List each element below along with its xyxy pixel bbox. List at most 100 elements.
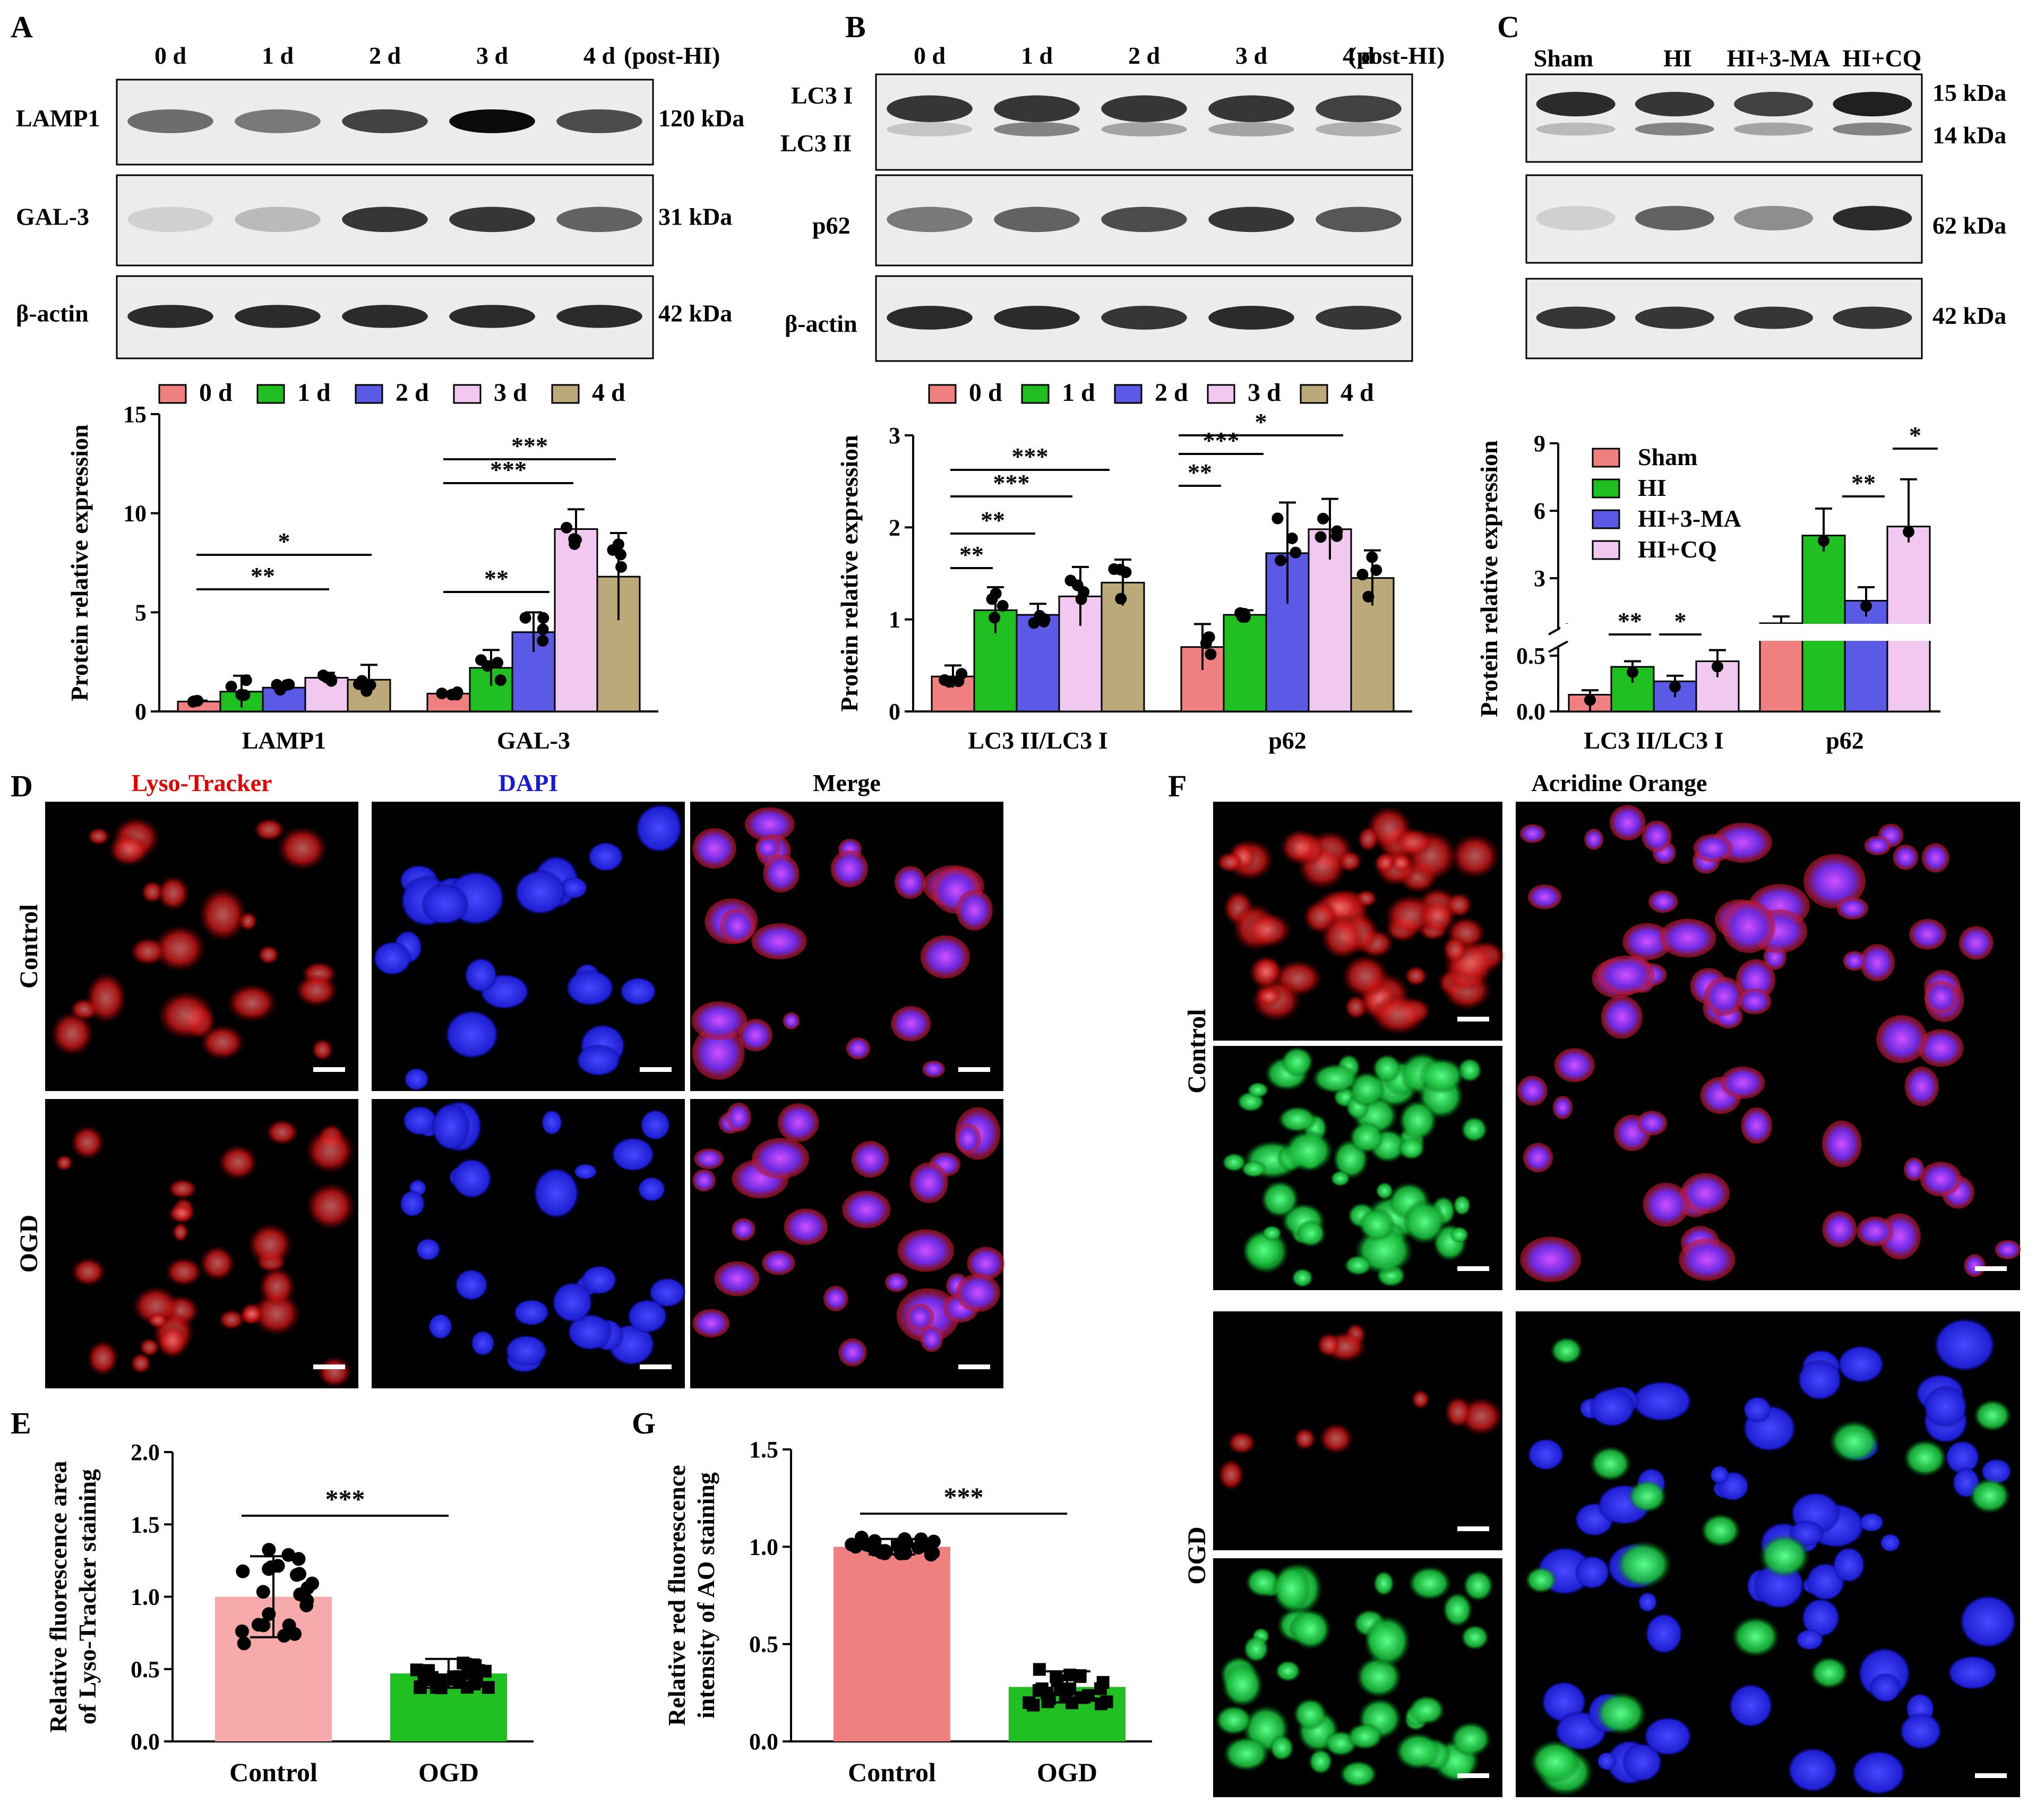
cell [1796,1629,1824,1651]
cell [906,1303,934,1331]
blot-band [887,95,973,122]
y-tick-label: 5 [135,599,147,625]
cell [1519,824,1545,843]
cell [198,887,247,942]
data-point [360,685,373,697]
scale-bar [1975,1773,2007,1778]
lane-label: 0 d [914,42,946,69]
cell [431,1103,470,1151]
cell [1525,1566,1557,1594]
cell [1408,1695,1445,1725]
cell [1243,1635,1269,1663]
data-point [1028,617,1040,629]
blot-band [1316,95,1402,122]
blot-band [1101,122,1187,136]
lane-label: 3 d [476,42,509,69]
blot-band [1208,306,1294,330]
cell [611,1137,655,1172]
legend-swatch [1592,540,1620,560]
group-label: HI+CQ [1843,45,1922,72]
cell [199,1245,236,1281]
cell [720,908,755,943]
panel-letter-B: B [845,10,866,44]
micrograph-merge [690,1099,1005,1388]
lane-label: 2 d [1128,42,1161,69]
cell [1722,900,1775,954]
bar [1844,599,1888,712]
cell [851,1140,889,1178]
lane-label: 4 d [583,42,616,69]
cell [909,1162,948,1204]
cell [1595,1692,1647,1736]
cell [762,1250,795,1275]
y-axis-label: Protein relative expression [66,424,93,701]
data-point [1818,535,1829,547]
kda-label: 42 kDa [1932,302,2006,329]
data-point [1050,1670,1063,1684]
cell [726,1102,751,1132]
blot-band [994,122,1080,136]
micrograph-blue [372,1099,686,1388]
data-point [891,1539,905,1553]
cell [1851,1750,1906,1796]
sig-label: *** [490,456,527,483]
cell [1645,1613,1683,1654]
data-point [453,1670,467,1683]
kda-label: 62 kDa [1932,212,2006,239]
cell [897,1229,954,1272]
lane-label: 1 d [262,42,294,69]
cell [399,1190,425,1217]
data-point [494,674,506,686]
cell [1330,1170,1351,1187]
data-point [436,688,448,700]
cell [1554,1048,1595,1083]
scale-bar [1457,1773,1489,1778]
data-point [952,675,965,688]
cell [265,1119,299,1146]
y-tick-label: 2 [889,514,900,540]
cell [1893,844,1919,870]
cell [1787,1747,1839,1793]
x-tick-label: LC3 II/LC3 I [968,727,1107,754]
legend-label: HI+CQ [1638,536,1717,563]
cell [1398,1100,1438,1141]
cell [967,1247,1005,1280]
y-tick-label: 0.0 [749,1729,778,1755]
y-tick-label: 1.5 [131,1512,160,1538]
cell [1973,1399,2012,1432]
data-point [537,612,549,624]
blot-band [1536,205,1616,230]
cell [1261,1225,1282,1241]
blot-band [1635,122,1714,136]
lane-label: 4 d [1343,42,1375,69]
x-tick-label: LAMP1 [242,727,326,754]
cell [842,1190,891,1229]
legend-label: HI [1638,474,1666,501]
cell [1959,1594,2017,1649]
legend-label: Sham [1638,443,1697,470]
cell [428,1313,453,1340]
scale-bar [313,1364,345,1369]
blot-band [235,109,321,133]
data-point [537,634,549,647]
blot-band [1101,95,1187,122]
cell [420,883,469,925]
panel-title: Acridine Orange [1532,769,1707,796]
cell [884,1273,908,1292]
cell [404,1068,429,1091]
sig-label: ** [251,562,275,589]
cell [227,983,278,1023]
x-tick-label: OGD [418,1757,479,1787]
cell [1221,1663,1264,1707]
cell [691,1001,748,1040]
legend-label: 0 d [969,379,1002,407]
blot-band [449,207,535,233]
y-tick-label: 0 [889,699,900,725]
cell [1281,1046,1314,1078]
cell [1370,993,1427,1035]
data-point [926,1534,941,1549]
cell [1810,1656,1849,1689]
cell [444,1010,499,1059]
blot-band [1833,306,1912,329]
